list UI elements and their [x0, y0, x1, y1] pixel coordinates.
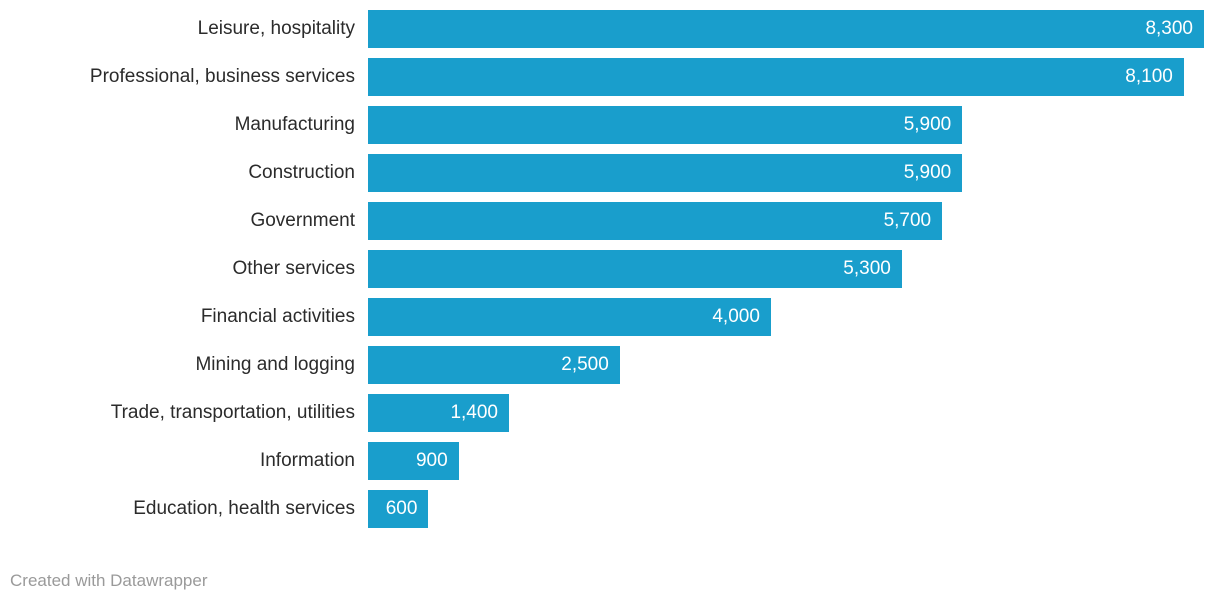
value-label: 1,400 [450, 402, 498, 423]
bar: 5,900 [368, 106, 963, 144]
category-label: Information [259, 450, 355, 471]
category-label: Manufacturing [234, 114, 355, 135]
bar: 2,500 [368, 346, 620, 384]
bar-chart: Leisure, hospitality 8,300 Professional,… [0, 10, 1220, 528]
category-label: Trade, transportation, utilities [110, 402, 355, 423]
value-label: 5,300 [843, 258, 891, 279]
bar-row: Other services 5,300 [0, 250, 1220, 288]
bar-row: Trade, transportation, utilities 1,400 [0, 394, 1220, 432]
category-label: Government [250, 210, 355, 231]
value-label: 600 [385, 498, 418, 519]
value-label: 8,300 [1145, 18, 1193, 39]
category-label: Construction [248, 162, 355, 183]
bar-area: 5,900 [368, 154, 1204, 192]
value-label: 4,000 [712, 306, 760, 327]
bar-area: 5,900 [368, 106, 1204, 144]
category-label: Professional, business services [89, 66, 355, 87]
bar-area: 900 [368, 442, 1204, 480]
category-label: Education, health services [133, 498, 355, 519]
bar-area: 5,700 [368, 202, 1204, 240]
bar-row: Financial activities 4,000 [0, 298, 1220, 336]
category-label: Mining and logging [195, 354, 355, 375]
value-label: 5,900 [903, 162, 952, 183]
bar-row: Construction 5,900 [0, 154, 1220, 192]
bar: 8,300 [368, 10, 1204, 48]
bar: 900 [368, 442, 459, 480]
category-label: Other services [232, 258, 355, 279]
bar-row: Government 5,700 [0, 202, 1220, 240]
bar-row: Education, health services 600 [0, 490, 1220, 528]
bar-area: 5,300 [368, 250, 1204, 288]
value-label: 5,900 [903, 114, 952, 135]
attribution-text: Created with Datawrapper [10, 571, 208, 590]
bar: 8,100 [368, 58, 1184, 96]
bar-area: 600 [368, 490, 1204, 528]
category-label: Financial activities [200, 306, 355, 327]
bar-area: 8,300 [368, 10, 1204, 48]
bar: 5,300 [368, 250, 902, 288]
bar: 600 [368, 490, 429, 528]
bar-row: Manufacturing 5,900 [0, 106, 1220, 144]
bar-area: 2,500 [368, 346, 1204, 384]
bar: 5,900 [368, 154, 963, 192]
bar-area: 1,400 [368, 394, 1204, 432]
category-label: Leisure, hospitality [197, 18, 355, 39]
bar-row: Information 900 [0, 442, 1220, 480]
bar-area: 8,100 [368, 58, 1204, 96]
bar-row: Mining and logging 2,500 [0, 346, 1220, 384]
bar-area: 4,000 [368, 298, 1204, 336]
value-label: 2,500 [561, 354, 609, 375]
bar-row: Professional, business services 8,100 [0, 58, 1220, 96]
bar: 4,000 [368, 298, 771, 336]
value-label: 5,700 [883, 210, 932, 231]
bar-row: Leisure, hospitality 8,300 [0, 10, 1220, 48]
bar: 5,700 [368, 202, 943, 240]
bar: 1,400 [368, 394, 509, 432]
value-label: 8,100 [1125, 66, 1173, 87]
value-label: 900 [415, 450, 448, 471]
